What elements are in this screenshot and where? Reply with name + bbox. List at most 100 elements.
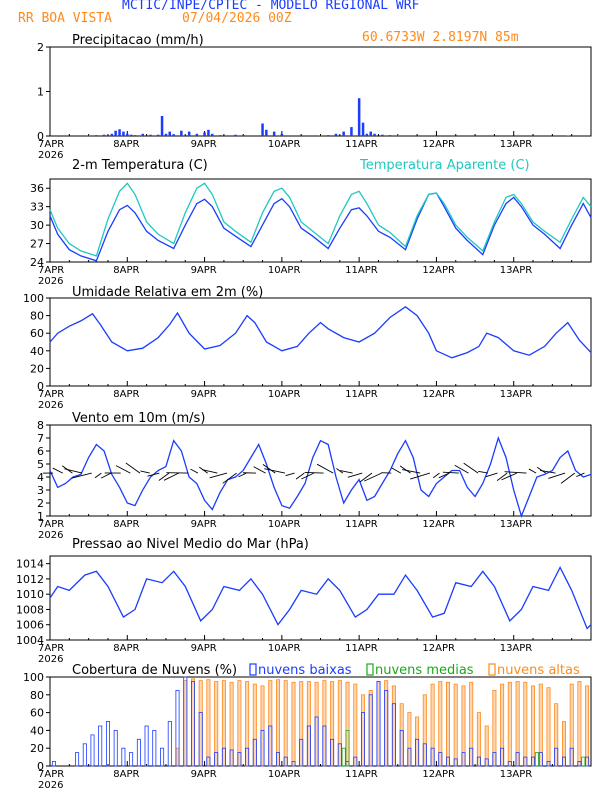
- wind-arrow: [359, 472, 373, 483]
- clouds-bar: [322, 680, 327, 767]
- clouds-bar: [531, 756, 536, 767]
- pressure-xtick-label: 11APR: [345, 643, 378, 654]
- clouds-bar: [523, 756, 528, 767]
- clouds-bar: [492, 690, 497, 767]
- precip-bar: [133, 135, 137, 136]
- clouds-bar: [341, 747, 346, 767]
- clouds-bar: [260, 685, 265, 767]
- temp-legend: Temperatura Aparente (C): [359, 158, 530, 173]
- clouds-bar: [260, 730, 265, 767]
- wind-arrow: [576, 472, 585, 478]
- clouds-bar: [422, 743, 427, 767]
- clouds-bar: [198, 680, 203, 767]
- wind-arrow: [347, 472, 363, 478]
- precip-bar: [373, 133, 376, 136]
- clouds-bar: [353, 683, 358, 767]
- wind-arrow: [548, 472, 566, 479]
- clouds-bar: [82, 743, 87, 767]
- clouds-bar: [507, 681, 512, 767]
- cloud-legend-swatch: [249, 663, 257, 676]
- pressure-xtick-label: 9APR: [191, 643, 217, 654]
- clouds-bar: [445, 681, 450, 767]
- clouds-bar: [198, 712, 203, 767]
- temp-title: 2-m Temperatura (C): [72, 158, 208, 173]
- precip-title: Precipitacao (mm/h): [72, 33, 204, 48]
- clouds-bar: [299, 681, 304, 767]
- wind-arrow: [209, 472, 228, 479]
- clouds-bar: [523, 681, 528, 767]
- wind-arrow: [64, 468, 83, 474]
- temp-xtick-label: 7APR: [38, 265, 64, 276]
- wind-arrow: [496, 472, 508, 481]
- wind-arrow: [528, 468, 537, 474]
- clouds-bar: [283, 680, 288, 767]
- temp-ytick-label: 36: [30, 182, 44, 195]
- clouds-bar: [554, 747, 559, 767]
- clouds-xtick-label: 12APR: [422, 769, 455, 780]
- precip-panel: Precipitacao (mm/h) 0 1 2 7APR 8APR 9APR 10APR 1…: [37, 33, 592, 161]
- clouds-bar: [51, 761, 56, 767]
- clouds-bar: [90, 734, 95, 767]
- wind-ytick-label: 6: [37, 445, 44, 458]
- clouds-bar: [330, 681, 335, 767]
- rh-series-0: [49, 305, 592, 359]
- wind-arrow: [454, 464, 469, 474]
- wind-year-label: 2026: [38, 530, 63, 541]
- wind-arrow: [202, 469, 218, 474]
- temp-xtick-label: 12APR: [422, 265, 455, 276]
- wind-arrow: [336, 468, 344, 474]
- temp-xtick-label: 9APR: [191, 265, 217, 276]
- precip-bar: [280, 133, 284, 136]
- clouds-bar: [345, 681, 350, 767]
- precip-bar: [357, 98, 361, 136]
- clouds-ytick-label: 60: [30, 707, 44, 720]
- clouds-bar: [252, 738, 257, 767]
- clouds-bar: [229, 681, 234, 767]
- clouds-bar: [562, 756, 567, 767]
- clouds-bar: [484, 758, 489, 767]
- pressure-xtick-label: 7APR: [38, 643, 64, 654]
- precip-bar: [342, 131, 345, 136]
- wind-arrow: [295, 472, 305, 480]
- clouds-bar: [337, 743, 342, 767]
- clouds-bar: [585, 756, 590, 767]
- clouds-bar: [469, 681, 474, 767]
- clouds-ytick-label: 20: [30, 742, 44, 755]
- clouds-bar: [531, 685, 536, 767]
- rh-title: Umidade Relativa em 2m (%): [72, 285, 263, 300]
- rh-xtick-label: 13APR: [500, 389, 533, 400]
- clouds-bar: [183, 676, 188, 767]
- rh-ytick-label: 60: [30, 327, 44, 340]
- wind-title: Vento em 10m (m/s): [72, 411, 205, 426]
- rh-xtick-label: 11APR: [345, 389, 378, 400]
- precip-bar: [361, 122, 365, 136]
- clouds-bar: [546, 761, 551, 767]
- wind-xtick-label: 13APR: [500, 519, 533, 530]
- precip-bar: [211, 133, 214, 136]
- wind-arrow: [163, 472, 179, 481]
- clouds-bar: [399, 703, 404, 767]
- precip-bar: [334, 133, 338, 136]
- precip-bar: [369, 131, 372, 136]
- clouds-bar: [121, 747, 126, 767]
- clouds-ytick-label: 100: [23, 671, 44, 684]
- clouds-bar: [415, 716, 420, 767]
- station-coords: 60.6733W 2.8197N 85m: [362, 30, 519, 45]
- cloud-legend-swatch: [488, 663, 496, 676]
- wind-arrow: [304, 471, 324, 474]
- wind-arrow: [253, 466, 266, 474]
- clouds-bar: [175, 690, 180, 767]
- precip-year-label: 2026: [38, 150, 63, 161]
- wind-ytick-label: 7: [37, 432, 44, 445]
- clouds-bar: [299, 738, 304, 767]
- clouds-panel: Cobertura de Nuvens (%) 0 20 40 60 80 100 7APR 8…: [23, 663, 592, 791]
- clouds-bar: [190, 678, 195, 767]
- clouds-ytick-label: 0: [37, 760, 44, 773]
- precip-xtick-label: 9APR: [191, 139, 217, 150]
- clouds-bar: [569, 747, 574, 767]
- rh-ytick-label: 0: [37, 380, 44, 393]
- rh-ytick-label: 100: [23, 292, 44, 305]
- clouds-bar: [129, 752, 134, 767]
- clouds-bar: [445, 756, 450, 767]
- clouds-bar: [245, 681, 250, 767]
